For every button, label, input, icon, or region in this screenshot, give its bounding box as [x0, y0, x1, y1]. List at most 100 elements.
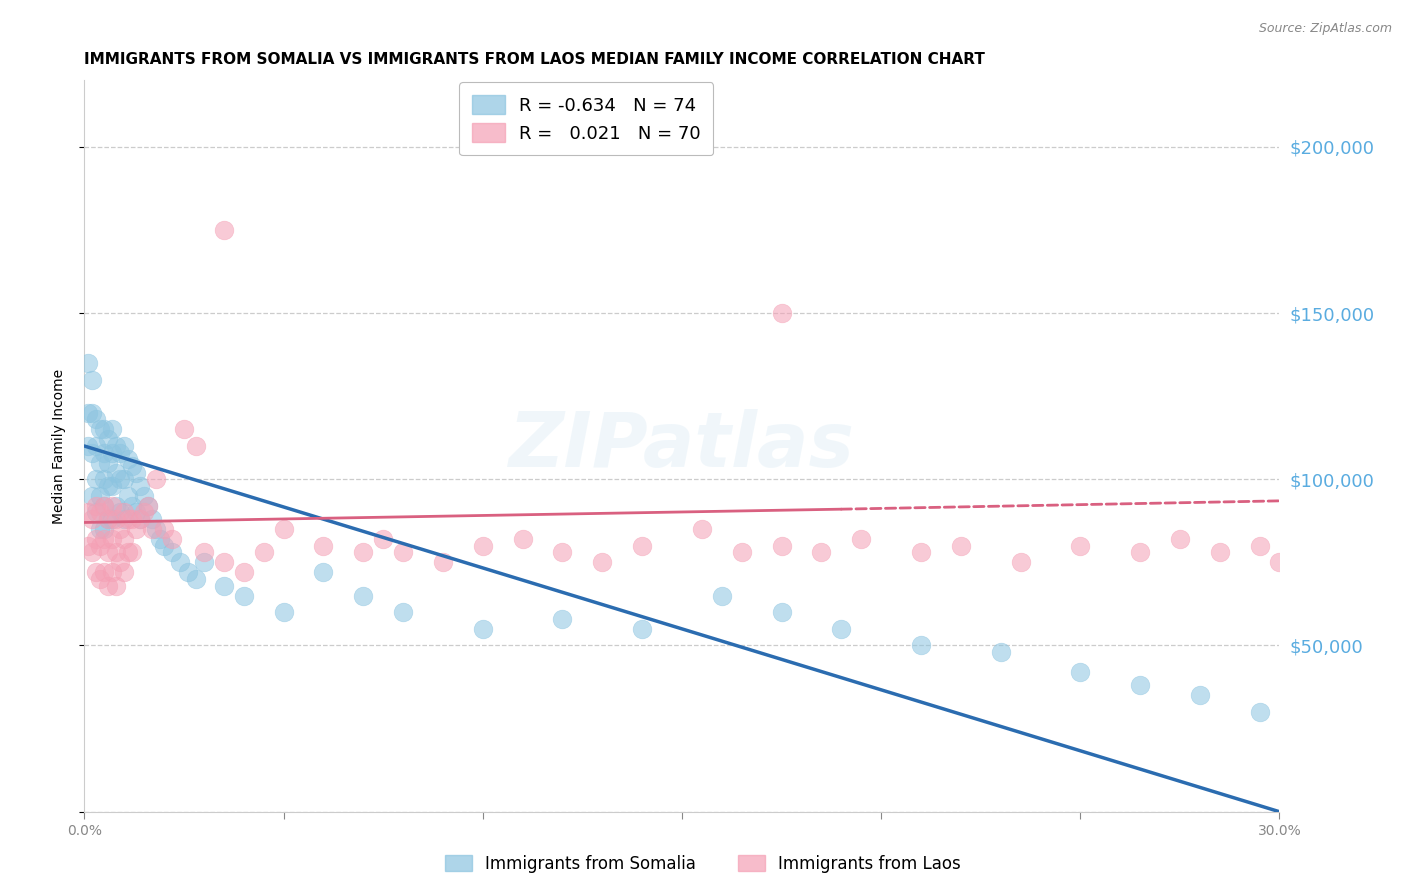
Point	[101, 445, 124, 459]
Point	[97, 579, 120, 593]
Point	[93, 566, 115, 580]
Point	[153, 539, 176, 553]
Point	[112, 532, 135, 546]
Point	[212, 223, 235, 237]
Point	[101, 512, 124, 526]
Point	[105, 499, 128, 513]
Point	[136, 499, 159, 513]
Point	[160, 532, 183, 546]
Point	[232, 589, 254, 603]
Point	[312, 566, 335, 580]
Point	[141, 512, 163, 526]
Point	[117, 452, 139, 467]
Point	[145, 472, 167, 486]
Point	[125, 466, 148, 480]
Point	[432, 555, 454, 569]
Point	[232, 566, 254, 580]
Point	[1188, 689, 1211, 703]
Point	[851, 532, 873, 546]
Point	[93, 499, 115, 513]
Point	[132, 506, 156, 520]
Point	[770, 539, 793, 553]
Point	[591, 555, 613, 569]
Point	[830, 622, 852, 636]
Point	[121, 499, 143, 513]
Point	[112, 512, 135, 526]
Point	[105, 545, 128, 559]
Point	[86, 566, 108, 580]
Point	[77, 406, 100, 420]
Point	[89, 422, 111, 436]
Point	[352, 545, 374, 559]
Point	[105, 466, 128, 480]
Point	[312, 539, 335, 553]
Point	[273, 522, 295, 536]
Point	[392, 545, 415, 559]
Point	[1129, 545, 1152, 559]
Point	[105, 579, 128, 593]
Point	[89, 456, 111, 470]
Point	[93, 522, 115, 536]
Point	[101, 499, 124, 513]
Point	[471, 622, 494, 636]
Point	[97, 512, 120, 526]
Point	[551, 545, 574, 559]
Point	[373, 532, 395, 546]
Point	[1069, 665, 1091, 679]
Point	[86, 439, 108, 453]
Point	[110, 445, 132, 459]
Point	[112, 506, 135, 520]
Point	[125, 506, 148, 520]
Point	[631, 622, 654, 636]
Point	[93, 499, 115, 513]
Point	[184, 439, 207, 453]
Point	[82, 512, 104, 526]
Text: ZIPatlas: ZIPatlas	[509, 409, 855, 483]
Text: IMMIGRANTS FROM SOMALIA VS IMMIGRANTS FROM LAOS MEDIAN FAMILY INCOME CORRELATION: IMMIGRANTS FROM SOMALIA VS IMMIGRANTS FR…	[84, 52, 986, 67]
Point	[89, 539, 111, 553]
Point	[112, 439, 135, 453]
Y-axis label: Median Family Income: Median Family Income	[52, 368, 66, 524]
Point	[110, 522, 132, 536]
Point	[136, 499, 159, 513]
Point	[89, 522, 111, 536]
Point	[1010, 555, 1032, 569]
Point	[132, 489, 156, 503]
Point	[129, 479, 152, 493]
Point	[253, 545, 276, 559]
Point	[910, 545, 932, 559]
Point	[193, 545, 215, 559]
Point	[101, 479, 124, 493]
Point	[810, 545, 832, 559]
Point	[1268, 555, 1291, 569]
Point	[121, 458, 143, 473]
Point	[710, 589, 733, 603]
Point	[93, 472, 115, 486]
Point	[177, 566, 200, 580]
Point	[129, 512, 152, 526]
Point	[770, 605, 793, 619]
Point	[89, 489, 111, 503]
Point	[101, 532, 124, 546]
Point	[193, 555, 215, 569]
Point	[97, 545, 120, 559]
Point	[141, 522, 163, 536]
Point	[949, 539, 972, 553]
Point	[212, 579, 235, 593]
Point	[121, 545, 143, 559]
Point	[212, 555, 235, 569]
Point	[173, 422, 195, 436]
Point	[93, 445, 115, 459]
Point	[97, 433, 120, 447]
Point	[273, 605, 295, 619]
Text: Source: ZipAtlas.com: Source: ZipAtlas.com	[1258, 22, 1392, 36]
Point	[121, 512, 143, 526]
Point	[86, 472, 108, 486]
Point	[93, 532, 115, 546]
Point	[112, 566, 135, 580]
Point	[82, 445, 104, 459]
Point	[110, 555, 132, 569]
Point	[77, 506, 100, 520]
Point	[89, 572, 111, 586]
Point	[990, 645, 1012, 659]
